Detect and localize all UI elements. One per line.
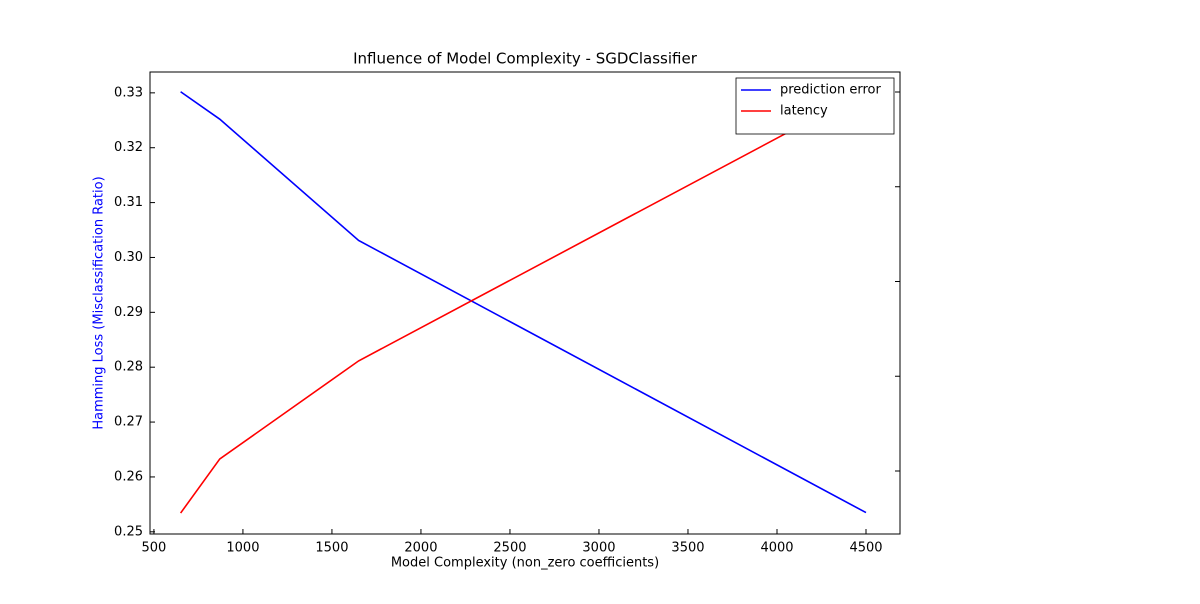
- x-tick-label: 4500: [849, 541, 882, 556]
- y-tick-label: 0.25: [114, 524, 143, 539]
- legend-box: [735, 77, 895, 135]
- x-tick-label: 3500: [671, 541, 704, 556]
- y-tick-label: 0.31: [114, 195, 143, 210]
- x-tick-label: 2000: [404, 541, 437, 556]
- y-tick-label: 0.32: [114, 140, 143, 155]
- x-tick-label: 2500: [493, 541, 526, 556]
- y-tick-label: 0.29: [114, 305, 143, 320]
- y-axis-label: Hamming Loss (Misclassification Ratio): [92, 176, 107, 429]
- legend-label: latency: [780, 104, 828, 119]
- y-tick-label: 0.27: [114, 415, 143, 430]
- y-tick-label: 0.26: [114, 469, 143, 484]
- x-tick-label: 500: [142, 541, 167, 556]
- x-tick-label: 4000: [760, 541, 793, 556]
- x-tick-label: 1500: [315, 541, 348, 556]
- line-series: [179, 90, 867, 514]
- x-tick-label: 3000: [582, 541, 615, 556]
- line-series: [180, 91, 867, 514]
- y-tick-label: 0.30: [114, 250, 143, 265]
- y-tick-label: 0.33: [114, 85, 143, 100]
- plot-frame: [149, 71, 901, 535]
- x-tick-label: 1000: [226, 541, 259, 556]
- chart-title: Influence of Model Complexity - SGDClass…: [353, 50, 698, 68]
- y-tick-label: 0.28: [114, 360, 143, 375]
- x-axis-label: Model Complexity (non_zero coefficients): [391, 556, 659, 571]
- legend-label: prediction error: [780, 83, 881, 98]
